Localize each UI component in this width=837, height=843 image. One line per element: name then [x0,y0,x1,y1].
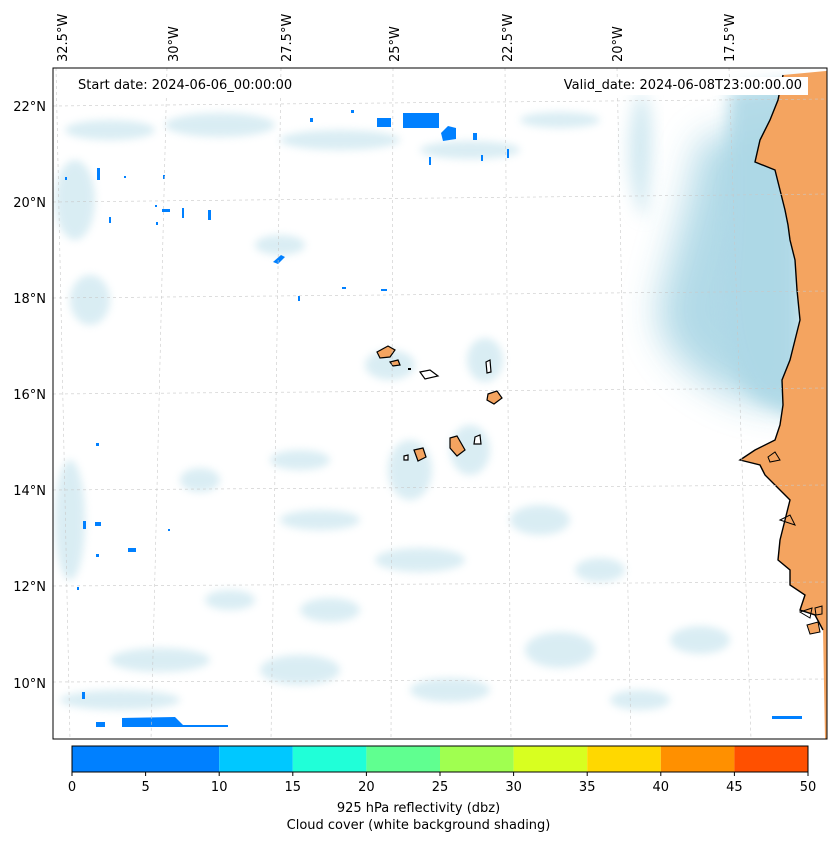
colorbar-tick-label: 45 [726,780,743,795]
colorbar-bin [513,746,588,772]
valid-date-label: Valid_date: 2024-06-08T23:00:00.00 [557,77,808,95]
colorbar-bin [366,746,440,772]
lat-label: 12°N [13,580,46,595]
colorbar-tick-label: 15 [285,780,302,795]
lon-label: 27.5°W [280,14,295,62]
colorbar-tick-label: 30 [505,780,522,795]
lon-labels: 32.5°W 30°W 27.5°W 25°W 22.5°W 20°W 17.5… [56,14,738,62]
colorbar: 0 5 10 15 20 25 30 35 40 45 50 [68,745,817,795]
colorbar-bin [292,746,367,772]
colorbar-tick-label: 25 [432,780,449,795]
colorbar-tick-label: 20 [358,780,375,795]
lon-label: 22.5°W [501,14,516,62]
cape-verde-islands [376,345,503,462]
reflectivity-patches [65,110,802,727]
lat-label: 18°N [13,292,46,307]
lat-label: 14°N [13,484,46,499]
map-frame [52,67,828,740]
lon-label: 25°W [388,26,403,62]
colorbar-tick-label: 50 [800,780,817,795]
graticule [53,68,827,739]
lat-label: 20°N [13,196,46,211]
colorbar-bin [587,746,661,772]
colorbar-bin [440,746,514,772]
colorbar-tick-label: 0 [68,780,76,795]
colorbar-bin [734,746,808,772]
colorbar-tick-label: 5 [141,780,149,795]
start-date-label: Start date: 2024-06-06_00:00:00 [72,77,299,95]
lon-label: 30°W [167,26,182,62]
colorbar-tick-label: 40 [653,780,670,795]
colorbar-tick-label: 10 [211,780,228,795]
colorbar-title: 925 hPa reflectivity (dbz) [336,801,501,816]
colorbar-bin [660,746,735,772]
lon-label: 20°W [611,26,626,62]
colorbar-bin [72,746,220,772]
lat-label: 22°N [13,100,46,115]
lon-label: 17.5°W [723,14,738,62]
lat-label: 16°N [13,388,46,403]
africa-coastline [738,74,824,631]
lat-labels: 22°N 20°N 18°N 16°N 14°N 12°N 10°N [13,100,46,692]
colorbar-tick-label: 35 [579,780,596,795]
lon-label: 32.5°W [56,14,71,62]
colorbar-subtitle: Cloud cover (white background shading) [286,818,551,833]
lat-label: 10°N [13,677,46,692]
colorbar-bin [219,746,293,772]
